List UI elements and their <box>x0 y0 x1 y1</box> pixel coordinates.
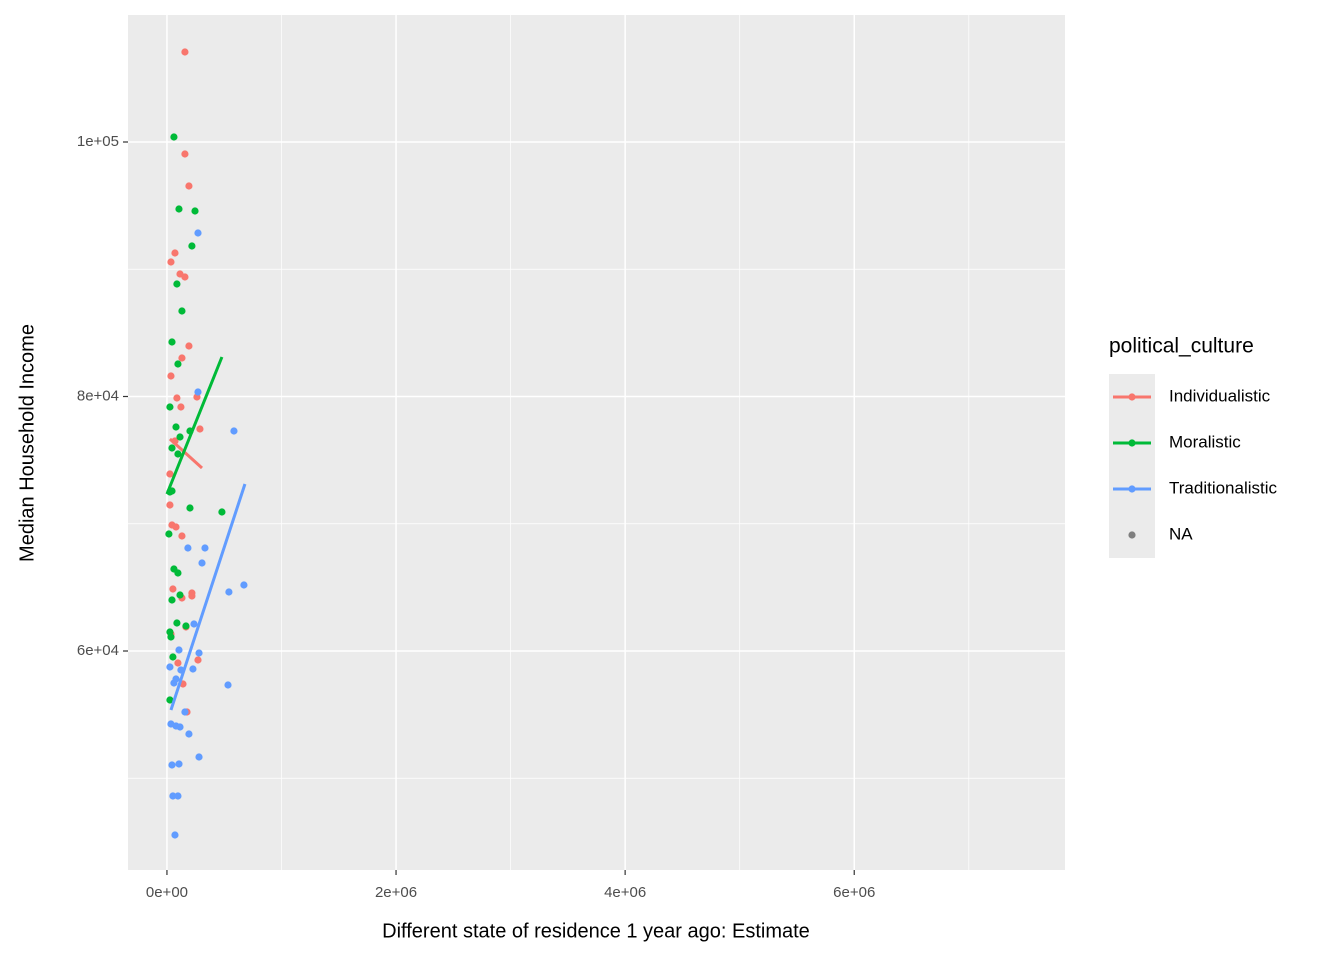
point <box>178 354 186 362</box>
point <box>167 372 175 380</box>
point <box>167 633 175 641</box>
legend-label: Moralistic <box>1169 432 1241 451</box>
point <box>169 792 177 800</box>
point <box>169 585 177 593</box>
trend-line <box>168 437 204 470</box>
point <box>172 523 180 531</box>
point <box>181 48 189 56</box>
point <box>225 588 233 596</box>
point <box>171 831 179 839</box>
y-tick-label: 1e+05 <box>77 133 119 150</box>
point <box>181 708 189 716</box>
point <box>186 504 194 512</box>
point <box>191 207 199 215</box>
legend-title: political_culture <box>1109 335 1254 358</box>
legend-label: Traditionalistic <box>1169 478 1278 497</box>
point <box>174 569 182 577</box>
point <box>168 761 176 769</box>
point <box>171 249 179 257</box>
point <box>224 681 232 689</box>
point <box>176 723 184 731</box>
point <box>174 450 182 458</box>
x-tick-label: 0e+00 <box>146 884 188 901</box>
point <box>168 444 176 452</box>
point <box>196 425 204 433</box>
point <box>195 649 203 657</box>
point <box>185 342 193 350</box>
legend-point <box>1128 439 1136 447</box>
point <box>190 620 198 628</box>
point <box>174 360 182 368</box>
point <box>230 427 238 435</box>
point <box>175 760 183 768</box>
point <box>166 663 174 671</box>
point <box>181 150 189 158</box>
point <box>176 433 184 441</box>
point <box>194 656 202 664</box>
point <box>173 280 181 288</box>
point <box>178 307 186 315</box>
point <box>166 403 174 411</box>
point <box>174 659 182 667</box>
point <box>166 501 174 509</box>
point <box>194 388 202 396</box>
point <box>182 622 190 630</box>
x-tick-label: 2e+06 <box>375 884 417 901</box>
x-tick-label: 4e+06 <box>604 884 646 901</box>
point <box>195 753 203 761</box>
point <box>170 679 178 687</box>
point <box>176 591 184 599</box>
point <box>188 592 196 600</box>
point <box>201 544 209 552</box>
y-axis-title: Median Household Income <box>16 324 38 562</box>
legend-label: NA <box>1169 524 1193 543</box>
point <box>166 470 174 478</box>
point <box>168 338 176 346</box>
point <box>178 532 186 540</box>
point <box>173 619 181 627</box>
point <box>198 559 206 567</box>
point <box>167 258 175 266</box>
point <box>168 596 176 604</box>
legend-point <box>1128 485 1136 493</box>
point <box>174 792 182 800</box>
point <box>188 242 196 250</box>
panel <box>128 15 1065 870</box>
point <box>170 133 178 141</box>
point <box>173 394 181 402</box>
point <box>169 653 177 661</box>
point <box>194 229 202 237</box>
point <box>172 423 180 431</box>
x-tick-label: 6e+06 <box>833 884 875 901</box>
point <box>218 508 226 516</box>
point <box>184 544 192 552</box>
point <box>185 182 193 190</box>
trend-line <box>169 483 247 711</box>
x-axis-title: Different state of residence 1 year ago:… <box>382 920 810 942</box>
y-tick-label: 8e+04 <box>77 387 119 404</box>
legend-point <box>1128 393 1136 401</box>
point <box>177 403 185 411</box>
point <box>175 646 183 654</box>
point <box>165 530 173 538</box>
legend-point <box>1128 531 1136 539</box>
point <box>175 205 183 213</box>
point <box>166 696 174 704</box>
point <box>181 273 189 281</box>
legend-label: Individualistic <box>1169 386 1271 405</box>
trend-line <box>165 356 224 495</box>
point <box>240 581 248 589</box>
point <box>185 730 193 738</box>
point <box>189 665 197 673</box>
y-tick-label: 6e+04 <box>77 642 119 659</box>
